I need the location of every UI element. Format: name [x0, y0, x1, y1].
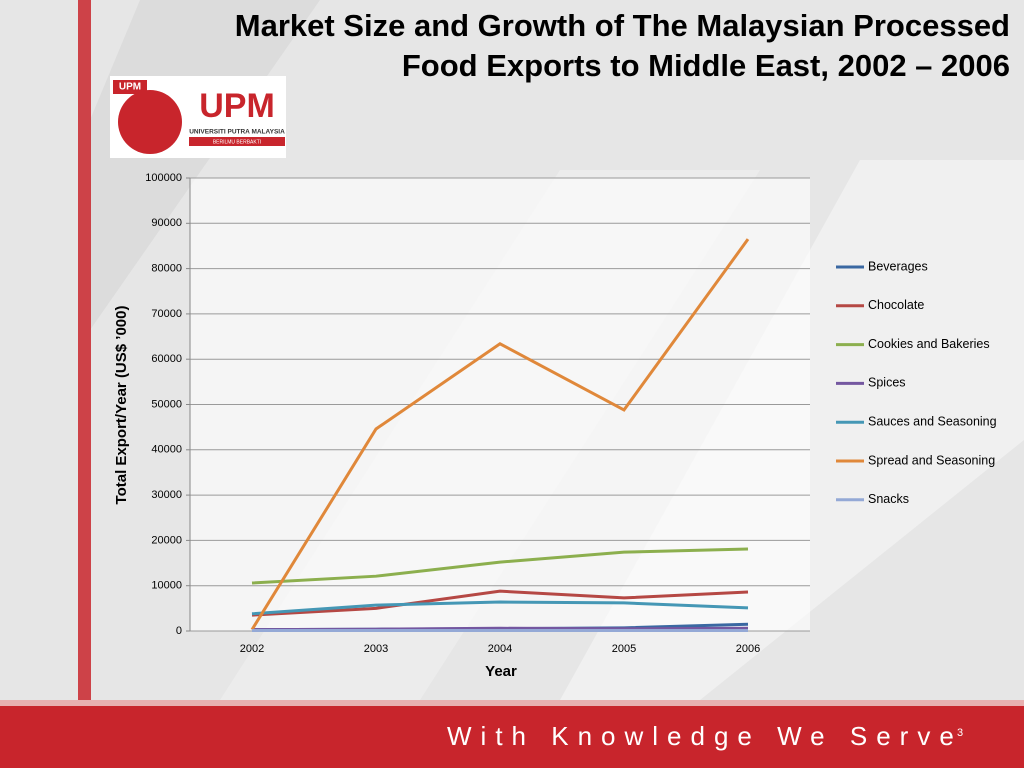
logo-tag	[113, 80, 147, 94]
y-tick-label: 40000	[151, 444, 182, 456]
y-tick-label: 50000	[151, 398, 182, 410]
series-line	[251, 589, 749, 617]
y-tick-label: 70000	[151, 308, 182, 320]
logo-bar	[189, 137, 285, 146]
series-line	[251, 547, 749, 585]
chart-title: Food Exports to Middle East, 2002 – 2006	[402, 48, 1010, 83]
x-tick-label: 2002	[240, 643, 264, 655]
footer-edge	[0, 700, 1024, 706]
legend-label: Chocolate	[868, 298, 924, 312]
y-tick-label: 20000	[151, 534, 182, 546]
chart-title: Market Size and Growth of The Malaysian …	[235, 8, 1010, 43]
y-tick-label: 100000	[145, 172, 182, 184]
footer-band	[0, 700, 1024, 768]
page-number: 3	[957, 727, 963, 739]
logo-subtitle: UNIVERSITI PUTRA MALAYSIA	[189, 129, 285, 136]
x-tick-label: 2004	[488, 643, 512, 655]
y-tick-label: 0	[176, 625, 182, 637]
x-axis-title: Year	[485, 663, 517, 680]
series-line	[251, 600, 749, 616]
legend-label: Snacks	[868, 492, 909, 506]
y-tick-label: 90000	[151, 217, 182, 229]
y-tick-label: 10000	[151, 580, 182, 592]
y-tick-label: 80000	[151, 263, 182, 275]
legend-label: Spices	[868, 376, 906, 390]
legend-label: Sauces and Seasoning	[868, 414, 997, 428]
logo-emblem	[118, 90, 182, 154]
logo-tag-text: UPM	[119, 82, 141, 93]
x-tick-label: 2003	[364, 643, 388, 655]
legend-label: Spread and Seasoning	[868, 453, 995, 467]
y-tick-label: 30000	[151, 489, 182, 501]
legend-label: Cookies and Bakeries	[868, 337, 990, 351]
x-tick-label: 2005	[612, 643, 636, 655]
y-tick-label: 60000	[151, 353, 182, 365]
x-tick-label: 2006	[736, 643, 760, 655]
logo-text: UPM	[199, 87, 275, 125]
legend-label: Beverages	[868, 259, 928, 273]
footer-text: With Knowledge We Serve	[447, 721, 963, 751]
side-strip	[78, 0, 91, 700]
y-axis-title: Total Export/Year (US$ ’000)	[113, 306, 130, 505]
series-line	[250, 238, 750, 631]
logo-motto: BERILMU BERBAKTI	[213, 139, 261, 145]
